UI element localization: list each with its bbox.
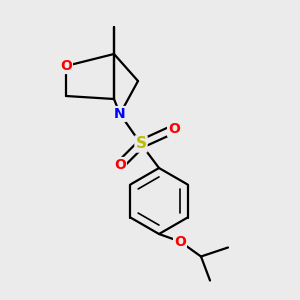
Text: S: S	[136, 136, 146, 152]
Text: O: O	[174, 235, 186, 248]
Text: O: O	[114, 158, 126, 172]
Text: O: O	[60, 59, 72, 73]
Text: N: N	[114, 107, 126, 121]
Text: O: O	[168, 122, 180, 136]
